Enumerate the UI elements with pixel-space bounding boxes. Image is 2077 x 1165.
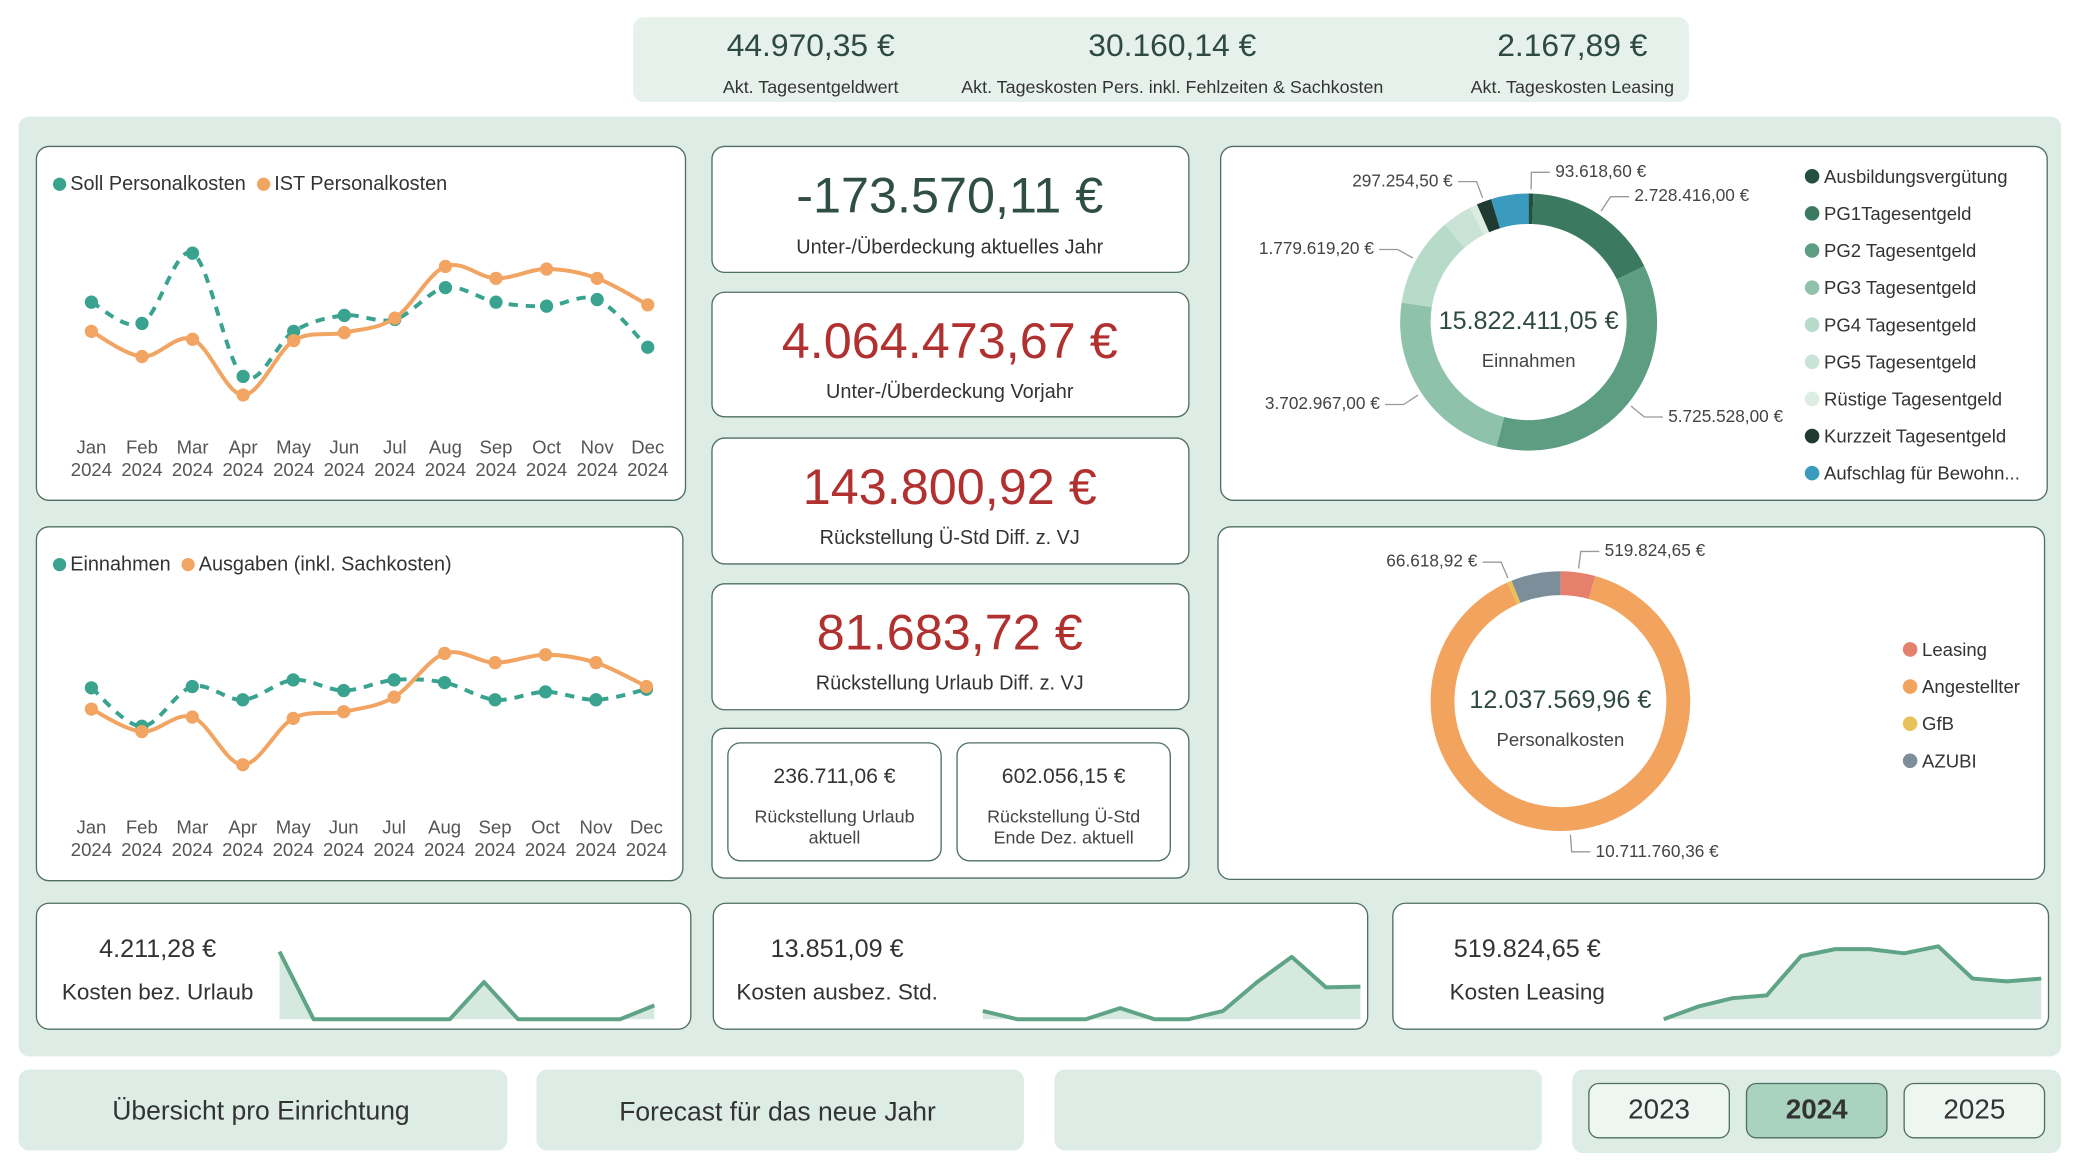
card-value: 143.800,92 € [802, 460, 1097, 516]
x-tick-label: Jan 2024 [70, 436, 113, 480]
card-value: -173.570,11 € [796, 168, 1104, 225]
x-tick-label: Nov 2024 [576, 436, 618, 480]
legend-label: Einnahmen [70, 553, 171, 576]
donut-center-value: 15.822.411,05 € [1438, 307, 1619, 336]
sparkline-label: Kosten bez. Urlaub [61, 979, 254, 1005]
year-button[interactable]: 2025 [1903, 1082, 2046, 1139]
x-tick-label: Sep 2024 [474, 816, 516, 861]
donut-center-label: Einnahmen [1481, 349, 1576, 372]
nav-button[interactable] [18, 1069, 508, 1151]
x-tick-label: Mar 2024 [171, 436, 214, 480]
legend-label: Ausgaben (inkl. Sachkosten) [198, 553, 452, 576]
small-card-value: 236.711,06 € [773, 765, 896, 789]
kpi-value: 30.160,14 € [1088, 28, 1257, 64]
x-tick-label: Dec 2024 [627, 436, 669, 480]
card-label: Rückstellung Ü-Std Diff. z. VJ [819, 526, 1080, 550]
sparkline-label: Kosten Leasing [1449, 979, 1605, 1005]
x-tick-label: Sep 2024 [475, 436, 517, 480]
legend-label: PG3 Tagesentgeld [1824, 276, 1977, 299]
x-tick-label: Nov 2024 [575, 816, 617, 861]
card [711, 291, 1190, 418]
year-button[interactable]: 2023 [1588, 1082, 1730, 1139]
legend-label: Aufschlag für Bewohn... [1824, 462, 2020, 484]
small-card-label: Rückstellung Urlaub aktuell [754, 806, 915, 847]
legend-label: Kurzzeit Tagesentgeld [1824, 425, 2007, 447]
x-tick-label: Dec 2024 [625, 816, 668, 861]
x-tick-label: Jan 2024 [70, 816, 113, 861]
legend-label: AZUBI [1922, 750, 1977, 772]
data-label: 3.702.967,00 € [1264, 393, 1380, 414]
x-tick-label: Jul 2024 [374, 436, 416, 480]
x-tick-label: Mar 2024 [171, 816, 213, 861]
data-label: 297.254,50 € [1352, 170, 1453, 191]
legend-label: PG2 Tagesentgeld [1824, 239, 1977, 262]
kpi-value: 2.167,89 € [1497, 28, 1648, 64]
legend-label: Leasing [1922, 638, 1987, 660]
data-label: 1.779.619,20 € [1258, 238, 1374, 259]
legend-label: Angestellter [1922, 675, 2020, 698]
data-label: 2.728.416,00 € [1634, 185, 1750, 206]
x-tick-label: Oct 2024 [524, 816, 567, 861]
kpi-label: Akt. Tageskosten Leasing [1470, 77, 1675, 98]
sparkline-value: 4.211,28 € [99, 935, 217, 964]
x-tick-label: Apr 2024 [222, 436, 264, 480]
legend-label: Rüstige Tagesentgeld [1824, 388, 2003, 410]
sparkline-panel [35, 902, 692, 1030]
data-label: 5.725.528,00 € [1668, 405, 1784, 426]
x-tick-label: Jul 2024 [373, 816, 415, 861]
legend-label: PG4 Tagesentgeld [1824, 314, 1977, 336]
card [711, 437, 1190, 565]
card-value: 4.064.473,67 € [781, 314, 1118, 370]
card [711, 583, 1190, 711]
nav-button[interactable] [536, 1069, 1024, 1151]
legend-label: PG5 Tagesentgeld [1824, 351, 1977, 373]
data-label: 93.618,60 € [1555, 161, 1647, 181]
legend-label: GfB [1922, 712, 1954, 735]
x-tick-label: Feb 2024 [121, 816, 163, 861]
sparkline-panel [712, 902, 1369, 1030]
x-tick-label: Jun 2024 [323, 816, 365, 861]
card-label: Rückstellung Urlaub Diff. z. VJ [815, 672, 1084, 695]
kpi-label: Akt. Tagesentgeldwert [722, 77, 899, 98]
legend-label: Ausbildungsvergütung [1824, 165, 2008, 187]
sparkline-value: 13.851,09 € [770, 935, 904, 964]
x-tick-label: Aug 2024 [424, 436, 467, 480]
sparkline-label: Kosten ausbez. Std. [736, 979, 938, 1005]
x-tick-label: Apr 2024 [222, 816, 264, 861]
data-label: 66.618,92 € [1386, 550, 1478, 571]
card [711, 145, 1190, 274]
sparkline-panel [1392, 902, 2050, 1030]
small-card-value: 602.056,15 € [1001, 765, 1126, 789]
x-tick-label: May 2024 [272, 816, 314, 861]
card-value: 81.683,72 € [816, 605, 1083, 662]
legend-label: Soll Personalkosten [70, 172, 246, 196]
kpi-label: Akt. Tageskosten Pers. inkl. Fehlzeiten … [961, 77, 1384, 98]
card-label: Unter-/Überdeckung Vorjahr [826, 380, 1074, 404]
x-tick-label: Aug 2024 [423, 816, 466, 861]
x-tick-label: Jun 2024 [323, 436, 365, 480]
data-label: 519.824,65 € [1604, 540, 1706, 561]
data-label: 10.711.760,36 € [1595, 840, 1719, 861]
year-button[interactable]: 2024 [1745, 1082, 1888, 1139]
nav-button-label[interactable]: Forecast für das neue Jahr [619, 1098, 936, 1128]
nav-button-label[interactable]: Übersicht pro Einrichtung [112, 1096, 410, 1126]
x-tick-label: Oct 2024 [525, 436, 568, 480]
small-card [727, 742, 942, 862]
card-label: Unter-/Überdeckung aktuelles Jahr [796, 236, 1104, 259]
legend-label: IST Personalkosten [274, 172, 448, 196]
x-tick-label: Feb 2024 [121, 436, 163, 480]
small-card-label: Rückstellung Ü-Std Ende Dez. aktuell [987, 806, 1141, 847]
x-tick-label: May 2024 [273, 436, 315, 480]
kpi-value: 44.970,35 € [726, 28, 895, 64]
nav-button[interactable] [1054, 1069, 1542, 1151]
donut-center-value: 12.037.569,96 € [1469, 686, 1652, 715]
kpi-header [633, 17, 1689, 103]
small-card [956, 742, 1171, 862]
legend-label: PG1Tagesentgeld [1824, 202, 1972, 224]
donut-center-label: Personalkosten [1496, 728, 1625, 751]
sparkline-value: 519.824,65 € [1453, 935, 1601, 964]
